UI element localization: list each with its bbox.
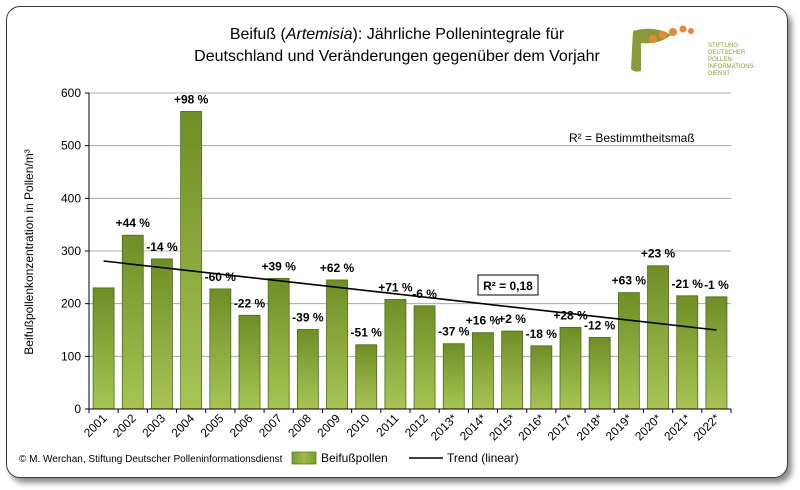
- x-tick-label-2017*: 2017*: [545, 411, 577, 443]
- x-tick-label-2010: 2010: [344, 411, 373, 440]
- logo-text-line3: POLLEN-: [708, 57, 734, 63]
- data-label-2016*: -18 %: [526, 327, 558, 341]
- data-label-2008: -39 %: [292, 310, 324, 324]
- y-tick-label-400: 400: [61, 191, 81, 205]
- data-label-2009: +62 %: [320, 261, 355, 275]
- y-tick-label-300: 300: [61, 244, 81, 258]
- x-tick-label-2002: 2002: [110, 411, 139, 440]
- x-tick-label-2005: 2005: [198, 411, 227, 440]
- legend-label-trend: Trend (linear): [447, 451, 519, 465]
- x-tick-label-2012: 2012: [402, 411, 431, 440]
- bar-2011: [384, 299, 407, 410]
- logo-text-line4: INFORMATIONS-: [708, 64, 756, 70]
- x-tick-label-2014*: 2014*: [457, 411, 489, 443]
- x-tick-label-2007: 2007: [256, 411, 285, 440]
- data-label-2002: +44 %: [116, 216, 151, 230]
- bar-2014*: [472, 332, 494, 410]
- legend: Beifußpollen Trend (linear): [291, 451, 519, 465]
- bar-2009: [326, 279, 348, 410]
- bar-2019*: [617, 292, 640, 410]
- data-label-2003: -14 %: [146, 240, 178, 254]
- data-label-2011: +71 %: [378, 280, 413, 294]
- bar-2012: [413, 305, 436, 410]
- bar-2016*: [530, 345, 553, 410]
- x-tick-label-2013*: 2013*: [428, 411, 460, 443]
- bar-2005: [209, 288, 232, 410]
- data-label-2015*: +2 %: [498, 312, 526, 326]
- y-tick-label-500: 500: [61, 139, 81, 153]
- data-label-2004: +98 %: [174, 92, 209, 106]
- data-label-2013*: -37 %: [438, 325, 470, 339]
- logo: STIFTUNG DEUTSCHER POLLEN- INFORMATIONS-…: [631, 25, 756, 77]
- data-label-2022*: -1 %: [704, 278, 729, 292]
- bar-2017*: [559, 326, 582, 410]
- bar-2021*: [676, 295, 699, 410]
- bar-2013*: [442, 343, 465, 410]
- x-tick-label-2018*: 2018*: [574, 411, 606, 443]
- bar-series: [92, 111, 728, 410]
- data-label-2014*: +16 %: [466, 314, 501, 328]
- legend-swatch-bars: [291, 451, 317, 465]
- logo-text-line1: STIFTUNG: [708, 43, 738, 49]
- x-tick-label-2011: 2011: [373, 411, 401, 439]
- bar-2008: [296, 329, 319, 410]
- trend-line-group: [103, 260, 717, 331]
- trend-line: [103, 260, 717, 331]
- r2-value-label: R² = 0,18: [483, 279, 533, 293]
- bar-2015*: [501, 330, 524, 410]
- copyright-footer: © M. Werchan, Stiftung Deutscher Polleni…: [19, 454, 283, 465]
- x-tick-label-2001: 2001: [81, 411, 110, 440]
- chart-card: Beifuß (Artemisia): Jährliche Polleninte…: [6, 6, 788, 478]
- y-tick-label-600: 600: [61, 86, 81, 100]
- bar-2001: [92, 287, 115, 410]
- x-tick-label-2019*: 2019*: [603, 411, 635, 443]
- y-tick-label-200: 200: [61, 297, 81, 311]
- data-label-2018*: -12 %: [584, 318, 616, 332]
- data-label-2010: -51 %: [351, 326, 383, 340]
- data-label-2017*: +28 %: [553, 308, 588, 322]
- r2-legend-note: R² = Bestimmtheitsmaß: [569, 131, 695, 145]
- bar-2003: [151, 258, 173, 410]
- x-tick-label-2020*: 2020*: [632, 411, 664, 443]
- x-tick-label-2008: 2008: [285, 411, 314, 440]
- bar-2022*: [705, 296, 728, 410]
- bar-2004: [180, 111, 203, 410]
- data-label-2020*: +23 %: [641, 247, 676, 261]
- data-label-2019*: +63 %: [612, 274, 647, 288]
- chart-canvas: Beifuß (Artemisia): Jährliche Polleninte…: [19, 25, 756, 465]
- x-tick-label-2009: 2009: [314, 411, 343, 440]
- data-labels: +44 % -14 % +98 % -60 % -22 % +39 % -39 % +62 %…: [116, 92, 729, 340]
- r2-box: R² = 0,18: [477, 274, 539, 296]
- x-tick-label-2016*: 2016*: [515, 411, 547, 443]
- x-tick-label-2015*: 2015*: [486, 411, 518, 443]
- data-label-2012: -6 %: [412, 287, 437, 301]
- data-label-2021*: -21 %: [672, 277, 704, 291]
- x-tick-label-2021*: 2021*: [661, 411, 693, 443]
- bar-2010: [355, 344, 378, 410]
- y-tick-label-0: 0: [74, 402, 81, 416]
- x-tick-label-2003: 2003: [139, 411, 168, 440]
- logo-text-line5: DIENST: [708, 71, 730, 77]
- data-label-2005: -60 %: [205, 270, 237, 284]
- x-tick-label-2004: 2004: [168, 411, 197, 440]
- x-tick-label-2022*: 2022*: [690, 411, 722, 443]
- y-tick-label-100: 100: [61, 349, 81, 363]
- bar-2020*: [647, 265, 669, 410]
- bar-2007: [267, 277, 290, 410]
- y-axis-label: Beifußpollenkonzentration in Pollen/m³: [22, 149, 36, 354]
- chart-title-line1: Beifuß (Artemisia): Jährliche Polleninte…: [230, 26, 565, 43]
- x-tick-label-2006: 2006: [227, 411, 256, 440]
- chart-title-line2: Deutschland und Veränderungen gegenüber …: [194, 48, 600, 65]
- data-label-2006: -22 %: [234, 296, 266, 310]
- bar-2006: [238, 314, 261, 410]
- data-label-2007: +39 %: [262, 259, 297, 273]
- logo-text-line2: DEUTSCHER: [708, 50, 746, 56]
- bar-2002: [121, 234, 144, 410]
- logo-mark: [631, 25, 694, 72]
- bar-2018*: [588, 336, 611, 410]
- legend-label-bars: Beifußpollen: [321, 451, 388, 465]
